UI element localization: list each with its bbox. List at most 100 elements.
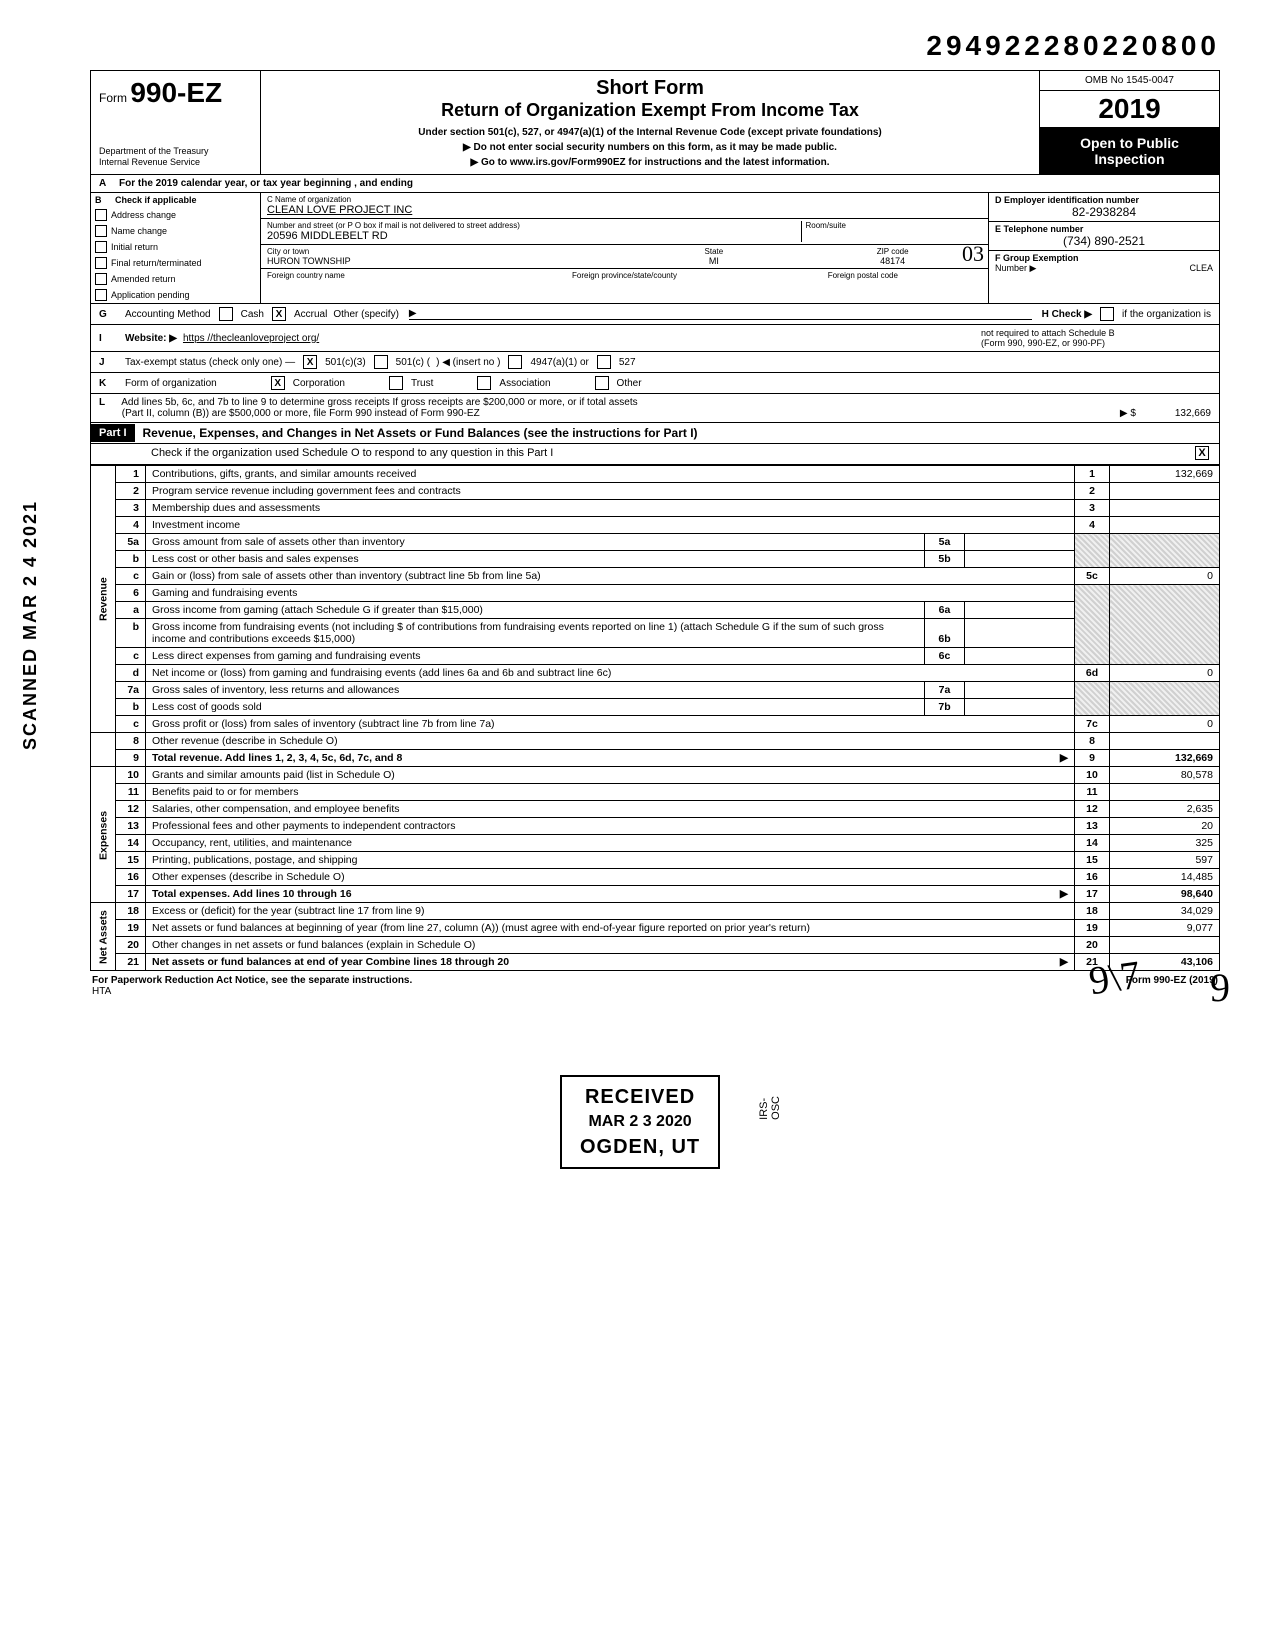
amt-20 (1110, 937, 1220, 954)
irs-osc-vert: IRS-OSC (758, 1096, 782, 1120)
chk-schedule-o[interactable]: X (1195, 446, 1209, 460)
chk-accrual[interactable]: X (272, 307, 286, 321)
chk-4947[interactable] (508, 355, 522, 369)
chk-h[interactable] (1100, 307, 1114, 321)
grp-label2: Number ▶ (995, 263, 1036, 274)
ln-14: 14 (116, 835, 146, 852)
website-val: https //thecleanloveproject org/ (183, 333, 975, 344)
ln-6c: c (116, 648, 146, 665)
desc-4: Investment income (146, 517, 1075, 534)
addr: 20596 MIDDLEBELT RD (267, 230, 797, 242)
amt-3 (1110, 500, 1220, 517)
desc-1: Contributions, gifts, grants, and simila… (146, 466, 1075, 483)
desc-20: Other changes in net assets or fund bala… (146, 937, 1075, 954)
ln-7b: b (116, 699, 146, 716)
calendar-year-text: For the 2019 calendar year, or tax year … (119, 178, 1211, 189)
desc-15: Printing, publications, postage, and shi… (146, 852, 1075, 869)
zip-label: ZIP code (803, 247, 982, 256)
desc-21: Net assets or fund balances at end of ye… (152, 956, 509, 968)
desc-6c: Less direct expenses from gaming and fun… (146, 648, 925, 665)
rn-17: 17 (1075, 886, 1110, 903)
chk-app-pending[interactable] (95, 289, 107, 301)
handwriting-1: 9\7 (1086, 951, 1143, 1005)
title-short-form: Short Form (271, 77, 1029, 100)
l-text2: (Part II, column (B)) are $500,000 or mo… (122, 408, 480, 419)
zip: 48174 (803, 256, 982, 266)
desc-6: Gaming and fundraising events (146, 585, 1075, 602)
lbl-amended: Amended return (111, 274, 176, 284)
chk-initial-return[interactable] (95, 241, 107, 253)
amt-1: 132,669 (1110, 466, 1220, 483)
rn-18: 18 (1075, 903, 1110, 920)
amt-17: 98,640 (1110, 886, 1220, 903)
mn-7a: 7a (925, 682, 965, 699)
letter-g: G (99, 309, 119, 320)
footer-hta: HTA (92, 986, 111, 997)
desc-7b: Less cost of goods sold (146, 699, 925, 716)
amt-12: 2,635 (1110, 801, 1220, 818)
desc-16: Other expenses (describe in Schedule O) (146, 869, 1075, 886)
city: HURON TOWNSHIP (267, 256, 625, 266)
ln-15: 15 (116, 852, 146, 869)
ln-9: 9 (116, 750, 146, 767)
subtitle-url: ▶ Go to www.irs.gov/Form990EZ for instru… (271, 157, 1029, 168)
ein: 82-2938284 (995, 205, 1213, 219)
subtitle-section: Under section 501(c), 527, or 4947(a)(1)… (271, 127, 1029, 138)
financial-table: Revenue 1Contributions, gifts, grants, a… (90, 465, 1220, 971)
desc-5b: Less cost or other basis and sales expen… (146, 551, 925, 568)
desc-6a: Gross income from gaming (attach Schedul… (146, 602, 925, 619)
rn-1: 1 (1075, 466, 1110, 483)
rn-9: 9 (1075, 750, 1110, 767)
chk-final-return[interactable] (95, 257, 107, 269)
ln-21: 21 (116, 954, 146, 971)
amt-7c: 0 (1110, 716, 1220, 733)
ln-8: 8 (116, 733, 146, 750)
rn-14: 14 (1075, 835, 1110, 852)
row-a: A For the 2019 calendar year, or tax yea… (90, 175, 1220, 193)
desc-6d: Net income or (loss) from gaming and fun… (146, 665, 1075, 682)
open-public-2: Inspection (1044, 151, 1215, 167)
ln-7a: 7a (116, 682, 146, 699)
ln-5a: 5a (116, 534, 146, 551)
ln-16: 16 (116, 869, 146, 886)
chk-corp[interactable]: X (271, 376, 285, 390)
lbl-assoc: Association (499, 378, 550, 389)
document-id: 294922280220800 (90, 30, 1220, 62)
form-number: 990-EZ (130, 77, 222, 108)
row-l: L Add lines 5b, 6c, and 7b to line 9 to … (90, 394, 1220, 423)
ln-6d: d (116, 665, 146, 682)
chk-assoc[interactable] (477, 376, 491, 390)
chk-cash[interactable] (219, 307, 233, 321)
rn-8: 8 (1075, 733, 1110, 750)
chk-501c3[interactable]: X (303, 355, 317, 369)
arrow-21: ▶ (1060, 956, 1068, 968)
grp-label: F Group Exemption (995, 253, 1213, 263)
amt-2 (1110, 483, 1220, 500)
ln-7c: c (116, 716, 146, 733)
desc-7a: Gross sales of inventory, less returns a… (146, 682, 925, 699)
chk-trust[interactable] (389, 376, 403, 390)
lbl-other-org: Other (617, 378, 642, 389)
chk-527[interactable] (597, 355, 611, 369)
desc-14: Occupancy, rent, utilities, and maintena… (146, 835, 1075, 852)
ln-6: 6 (116, 585, 146, 602)
chk-address-change[interactable] (95, 209, 107, 221)
lbl-final-return: Final return/terminated (111, 258, 202, 268)
chk-other-org[interactable] (595, 376, 609, 390)
footer-left: For Paperwork Reduction Act Notice, see … (92, 975, 412, 986)
city-label: City or town (267, 247, 625, 256)
desc-19: Net assets or fund balances at beginning… (146, 920, 1075, 937)
amt-11 (1110, 784, 1220, 801)
chk-name-change[interactable] (95, 225, 107, 237)
entity-info-grid: BCheck if applicable Address change Name… (90, 193, 1220, 304)
chk-amended[interactable] (95, 273, 107, 285)
lbl-accrual: Accrual (294, 309, 327, 320)
lbl-insert: ) ◀ (insert no ) (436, 357, 500, 368)
desc-12: Salaries, other compensation, and employ… (146, 801, 1075, 818)
scanned-stamp: SCANNED MAR 2 4 2021 (20, 500, 41, 750)
chk-501c[interactable] (374, 355, 388, 369)
lbl-address-change: Address change (111, 210, 176, 220)
desc-6b: Gross income from fundraising events (no… (146, 619, 925, 648)
arrow-17: ▶ (1060, 888, 1068, 900)
ein-label: D Employer identification number (995, 195, 1213, 205)
